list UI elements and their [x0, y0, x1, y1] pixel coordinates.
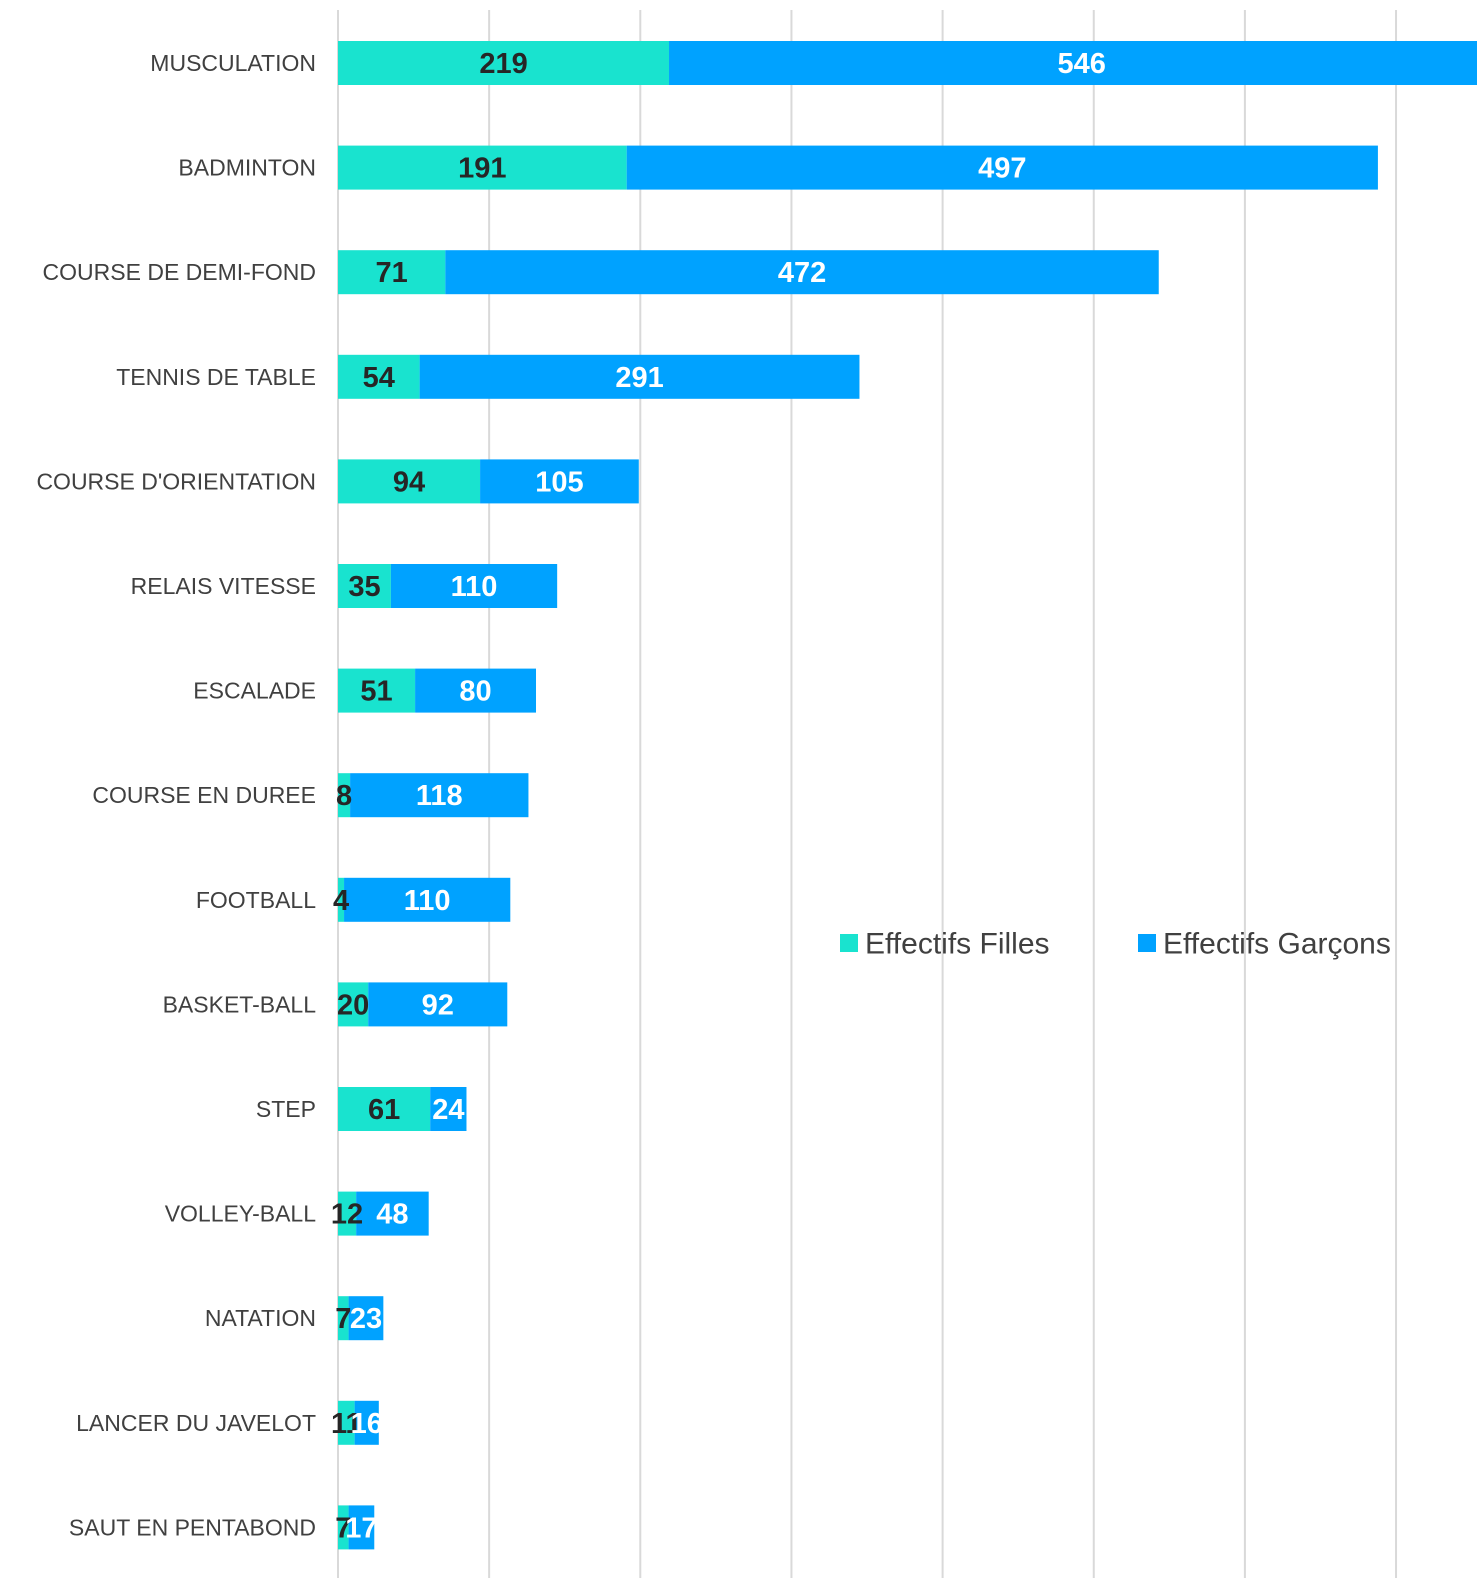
data-label-basket-ball-garcons: 92 — [422, 989, 454, 1021]
data-label-step-garcons: 24 — [432, 1094, 464, 1126]
data-label-basket-ball-filles: 20 — [337, 989, 369, 1021]
category-label-course-de-demi-fond: COURSE DE DEMI-FOND — [43, 259, 316, 285]
data-label-football-filles: 4 — [333, 885, 349, 917]
bar-musculation-filles — [338, 41, 670, 85]
legend-swatch — [1138, 934, 1156, 952]
data-label-escalade-garcons: 80 — [459, 676, 491, 708]
data-label-tennis-de-table-garcons: 291 — [615, 362, 663, 394]
bar-basket-ball-garcons — [368, 982, 508, 1027]
bar-tennis-de-table-filles — [338, 354, 420, 399]
data-label-badminton-garcons: 497 — [978, 153, 1026, 185]
data-label-tennis-de-table-filles: 54 — [363, 362, 395, 394]
data-label-lancer-du-javelot-filles: 11 — [331, 1408, 362, 1440]
bar-volley-ball-filles — [338, 1191, 357, 1236]
bar-badminton-garcons — [626, 145, 1378, 190]
data-label-relais-vitesse-garcons: 110 — [451, 571, 498, 603]
bar-saut-en-pentabond-filles — [338, 1505, 349, 1550]
bar-volley-ball-garcons — [356, 1191, 429, 1236]
data-label-relais-vitesse-filles: 35 — [348, 571, 380, 603]
bar-course-de-demi-fond-garcons — [445, 250, 1159, 295]
legend-item-filles: Effectifs Filles — [840, 928, 1050, 961]
legend-label: Effectifs Garçons — [1163, 928, 1391, 961]
category-label-saut-en-pentabond: SAUT EN PENTABOND — [69, 1514, 316, 1540]
data-label-volley-ball-garcons: 48 — [376, 1199, 408, 1231]
bar-lancer-du-javelot-garcons — [354, 1400, 379, 1445]
bar-natation-filles — [338, 1296, 349, 1341]
bar-relais-vitesse-filles — [338, 564, 391, 608]
category-label-basket-ball: BASKET-BALL — [163, 991, 317, 1017]
data-label-course-de-demi-fond-filles: 71 — [376, 257, 408, 289]
data-label-musculation-filles: 219 — [479, 48, 527, 80]
bar-football-filles — [338, 877, 345, 922]
data-label-saut-en-pentabond-filles: 7 — [335, 1512, 351, 1544]
data-label-course-d-orientation-garcons: 105 — [535, 466, 583, 498]
category-label-football: FOOTBALL — [196, 887, 316, 913]
data-label-lancer-du-javelot-garcons: 16 — [351, 1408, 383, 1440]
bar-course-en-duree-garcons — [350, 773, 529, 818]
bar-musculation-garcons — [669, 41, 1477, 85]
category-label-course-en-duree: COURSE EN DUREE — [92, 782, 316, 808]
bar-lancer-du-javelot-filles — [338, 1400, 355, 1445]
bar-tennis-de-table-garcons — [419, 354, 860, 399]
legend: Effectifs Filles Effectifs Garçons — [840, 928, 1391, 961]
bar-badminton-filles — [338, 145, 627, 190]
bar-course-d-orientation-garcons — [480, 459, 639, 504]
category-label-step: STEP — [256, 1096, 316, 1122]
bar-football-garcons — [344, 877, 511, 922]
data-label-football-garcons: 110 — [404, 885, 451, 917]
category-label-escalade: ESCALADE — [193, 678, 316, 704]
category-label-tennis-de-table: TENNIS DE TABLE — [116, 364, 316, 390]
category-label-volley-ball: VOLLEY-BALL — [165, 1201, 317, 1227]
data-label-escalade-filles: 51 — [360, 676, 392, 708]
category-label-musculation: MUSCULATION — [150, 50, 316, 76]
data-label-course-en-duree-filles: 8 — [336, 780, 352, 812]
bar-step-filles — [338, 1087, 431, 1131]
bar-step-garcons — [430, 1087, 467, 1131]
data-label-volley-ball-filles: 12 — [331, 1199, 363, 1231]
bar-escalade-filles — [338, 668, 416, 713]
data-label-course-d-orientation-filles: 94 — [393, 466, 425, 498]
data-label-natation-garcons: 23 — [350, 1303, 382, 1335]
bar-basket-ball-filles — [338, 982, 369, 1027]
category-label-course-d-orientation: COURSE D'ORIENTATION — [36, 468, 316, 494]
bars — [338, 41, 1477, 1550]
data-label-course-en-duree-garcons: 118 — [416, 780, 463, 812]
category-label-badminton: BADMINTON — [178, 155, 316, 181]
data-label-saut-en-pentabond-garcons: 17 — [345, 1512, 377, 1544]
data-label-step-filles: 61 — [368, 1094, 400, 1126]
value-labels: 219 546 191 497 71 472 54 291 94 105 35 110 51 80 8 118… — [331, 48, 1106, 1544]
bar-relais-vitesse-garcons — [390, 564, 558, 608]
category-label-natation: NATATION — [205, 1305, 316, 1331]
legend-item-garcons: Effectifs Garçons — [1138, 928, 1391, 961]
data-label-course-de-demi-fond-garcons: 472 — [778, 257, 826, 289]
bar-course-de-demi-fond-filles — [338, 250, 446, 295]
data-label-musculation-garcons: 546 — [1057, 48, 1105, 80]
bar-escalade-garcons — [415, 668, 537, 713]
bar-natation-garcons — [348, 1296, 384, 1341]
data-label-natation-filles: 7 — [335, 1303, 351, 1335]
category-label-lancer-du-javelot: LANCER DU JAVELOT — [76, 1410, 316, 1436]
bar-course-en-duree-filles — [338, 773, 351, 818]
legend-label: Effectifs Filles — [865, 928, 1050, 961]
bar-course-d-orientation-filles — [338, 459, 481, 504]
category-label-relais-vitesse: RELAIS VITESSE — [131, 573, 316, 599]
legend-swatch — [840, 934, 858, 952]
bar-saut-en-pentabond-garcons — [348, 1505, 375, 1550]
category-labels: MUSCULATION BADMINTON COURSE DE DEMI-FOND T… — [36, 50, 316, 1540]
data-label-badminton-filles: 191 — [458, 153, 506, 185]
